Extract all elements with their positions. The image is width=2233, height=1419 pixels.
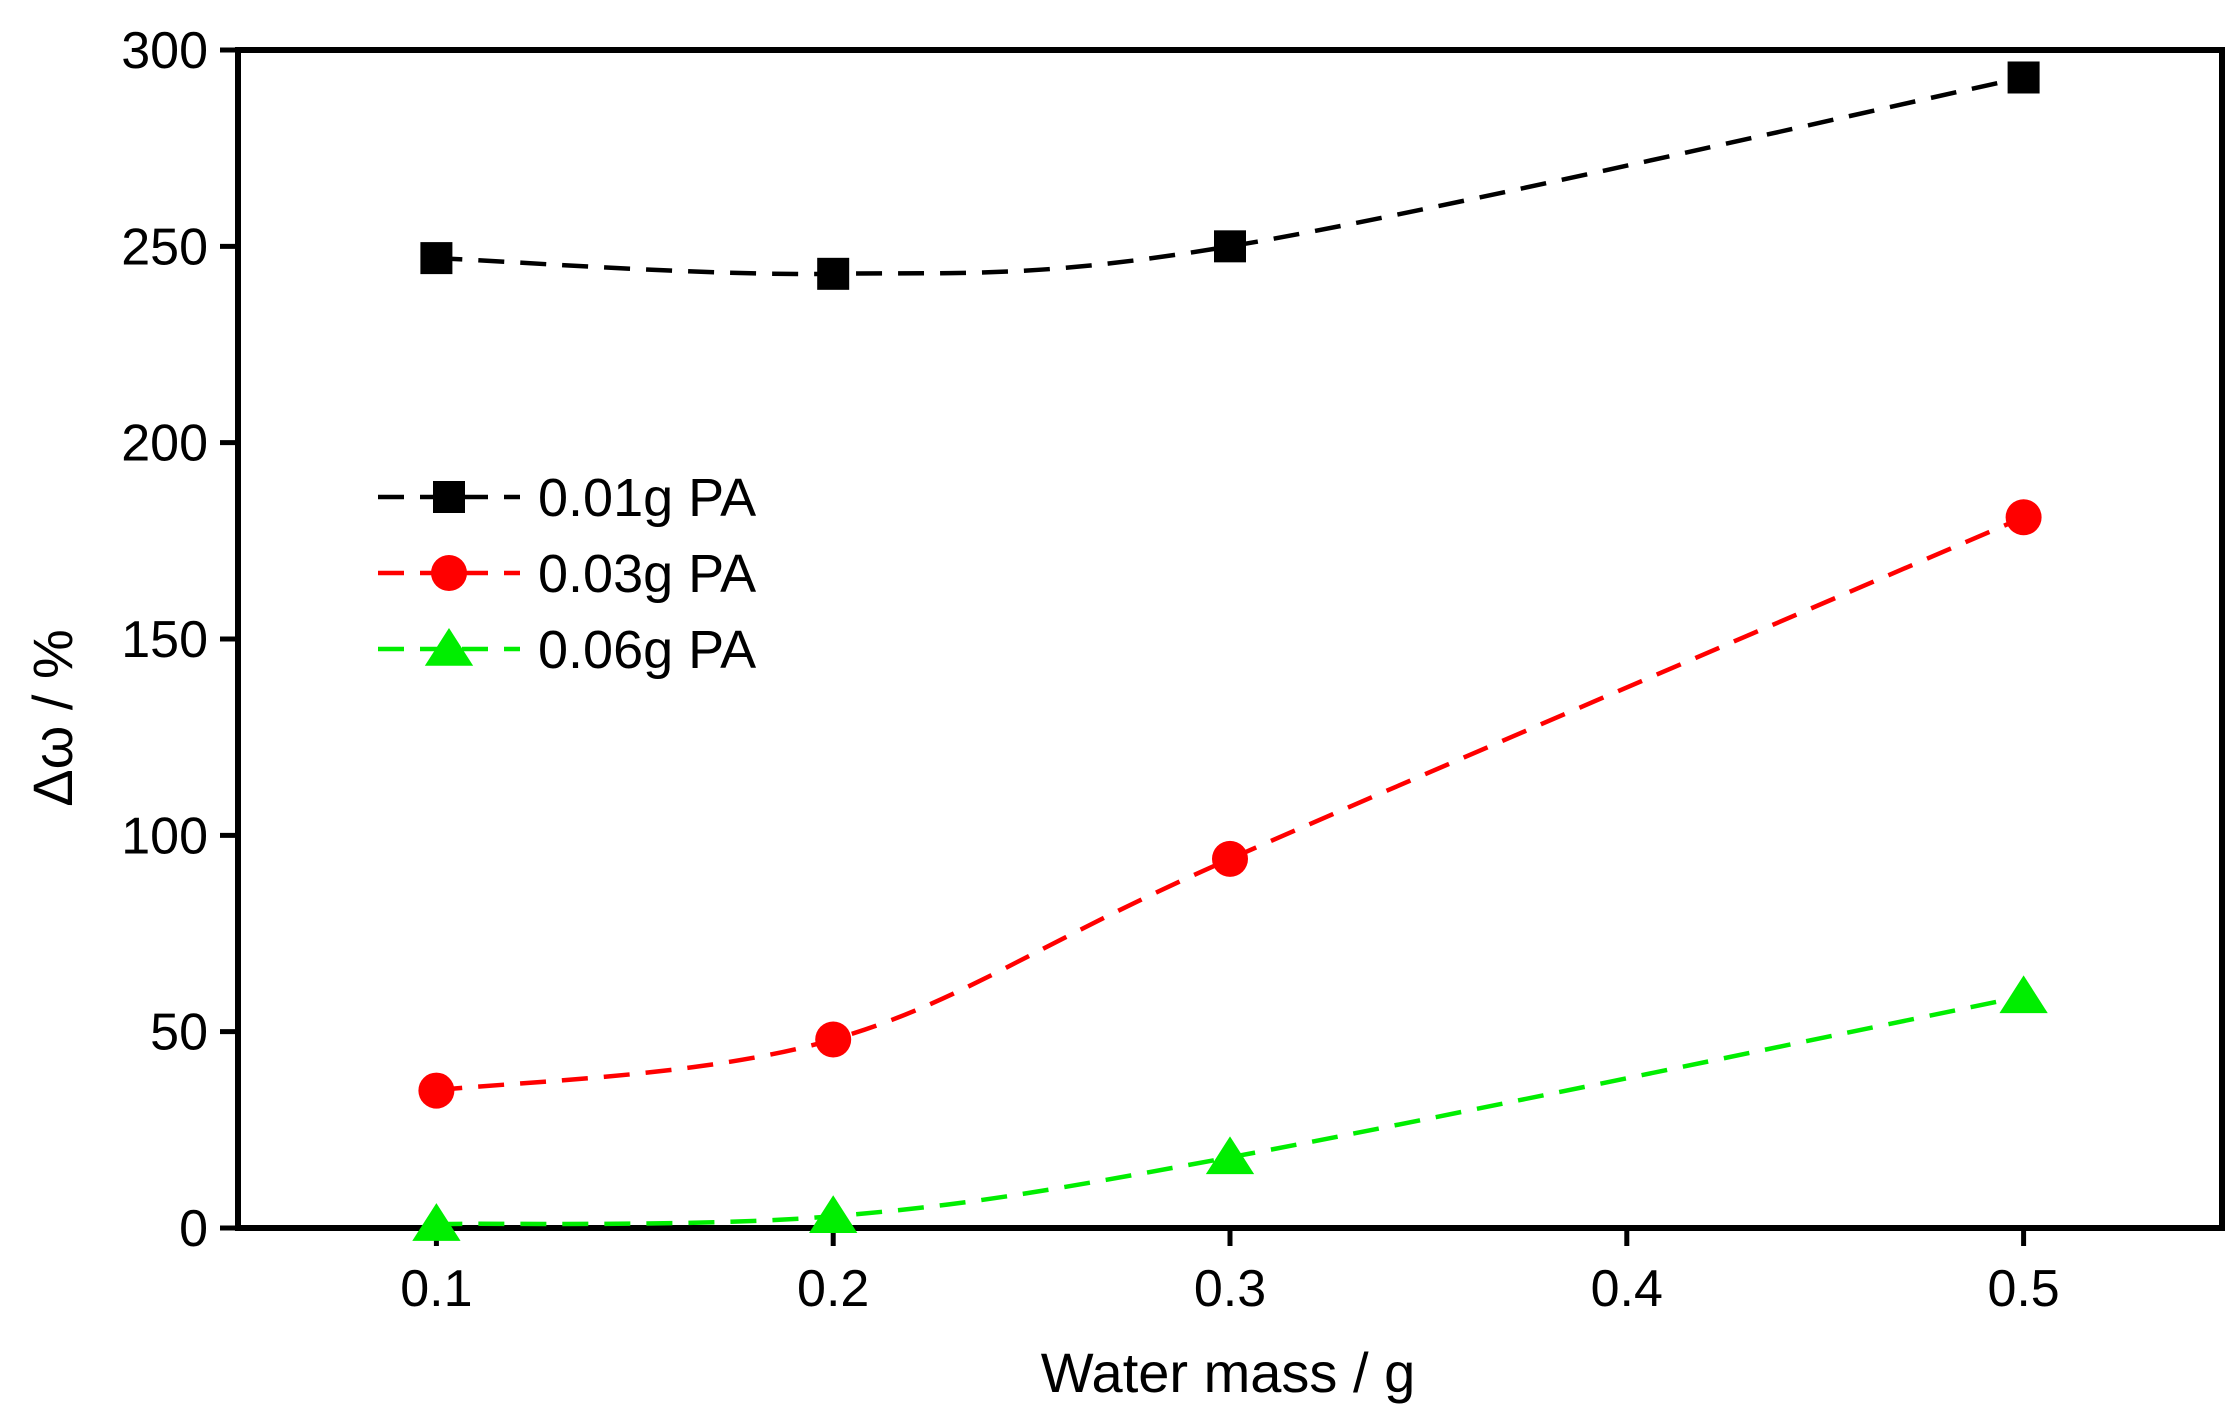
data-point-series-1: [817, 257, 850, 290]
legend-label: 0.06g PA: [538, 620, 756, 680]
y-axis-title: Δω / %: [21, 629, 84, 807]
legend-label: 0.03g PA: [538, 544, 756, 604]
legend-label: 0.01g PA: [538, 468, 756, 528]
data-point-series-1: [2007, 61, 2040, 94]
series-line-1: [436, 75, 2025, 277]
x-tick-label: 0.3: [1194, 1260, 1266, 1318]
y-tick-label: 50: [150, 1004, 208, 1062]
data-point-series-3: [1999, 975, 2048, 1014]
plot-frame: [235, 47, 2225, 1231]
x-tick-label: 0.5: [1987, 1260, 2059, 1318]
data-point-series-3: [1205, 1136, 1255, 1175]
legend: 0.01g PA 0.03g PA 0.06g PA: [378, 468, 756, 680]
data-point-series-2: [815, 1021, 852, 1058]
y-tick-label: 100: [121, 807, 208, 865]
data-point-series-3: [809, 1195, 858, 1234]
y-tick-label: 250: [121, 218, 208, 276]
axis-ticks: 0.1 0.2 0.3 0.4 0.5 0 50 100 150 200 250 300: [121, 22, 2060, 1318]
x-tick-label: 0.2: [797, 1260, 869, 1318]
x-axis-title: Water mass / g: [1041, 1341, 1415, 1404]
legend-marker: [433, 481, 465, 513]
data-point-series-2: [418, 1072, 455, 1109]
series-line-2: [436, 515, 2025, 1093]
x-tick-label: 0.1: [400, 1260, 472, 1318]
data-point-series-1: [1214, 230, 1246, 263]
data-point-series-2: [2005, 499, 2042, 536]
series-line-3: [436, 994, 2025, 1227]
data-point-series-2: [1212, 840, 1248, 877]
legend-marker: [431, 555, 467, 591]
series-lines: [436, 75, 2025, 1227]
y-tick-label: 300: [121, 22, 208, 80]
y-tick-label: 0: [179, 1200, 208, 1258]
legend-marker: [424, 628, 474, 666]
data-point-series-3: [412, 1203, 461, 1241]
plot-area: [235, 47, 2225, 1231]
data-point-series-1: [420, 242, 453, 275]
series-markers: [412, 61, 2048, 1241]
x-tick-label: 0.4: [1591, 1260, 1663, 1318]
y-tick-label: 200: [121, 415, 208, 473]
y-tick-label: 150: [121, 611, 208, 669]
